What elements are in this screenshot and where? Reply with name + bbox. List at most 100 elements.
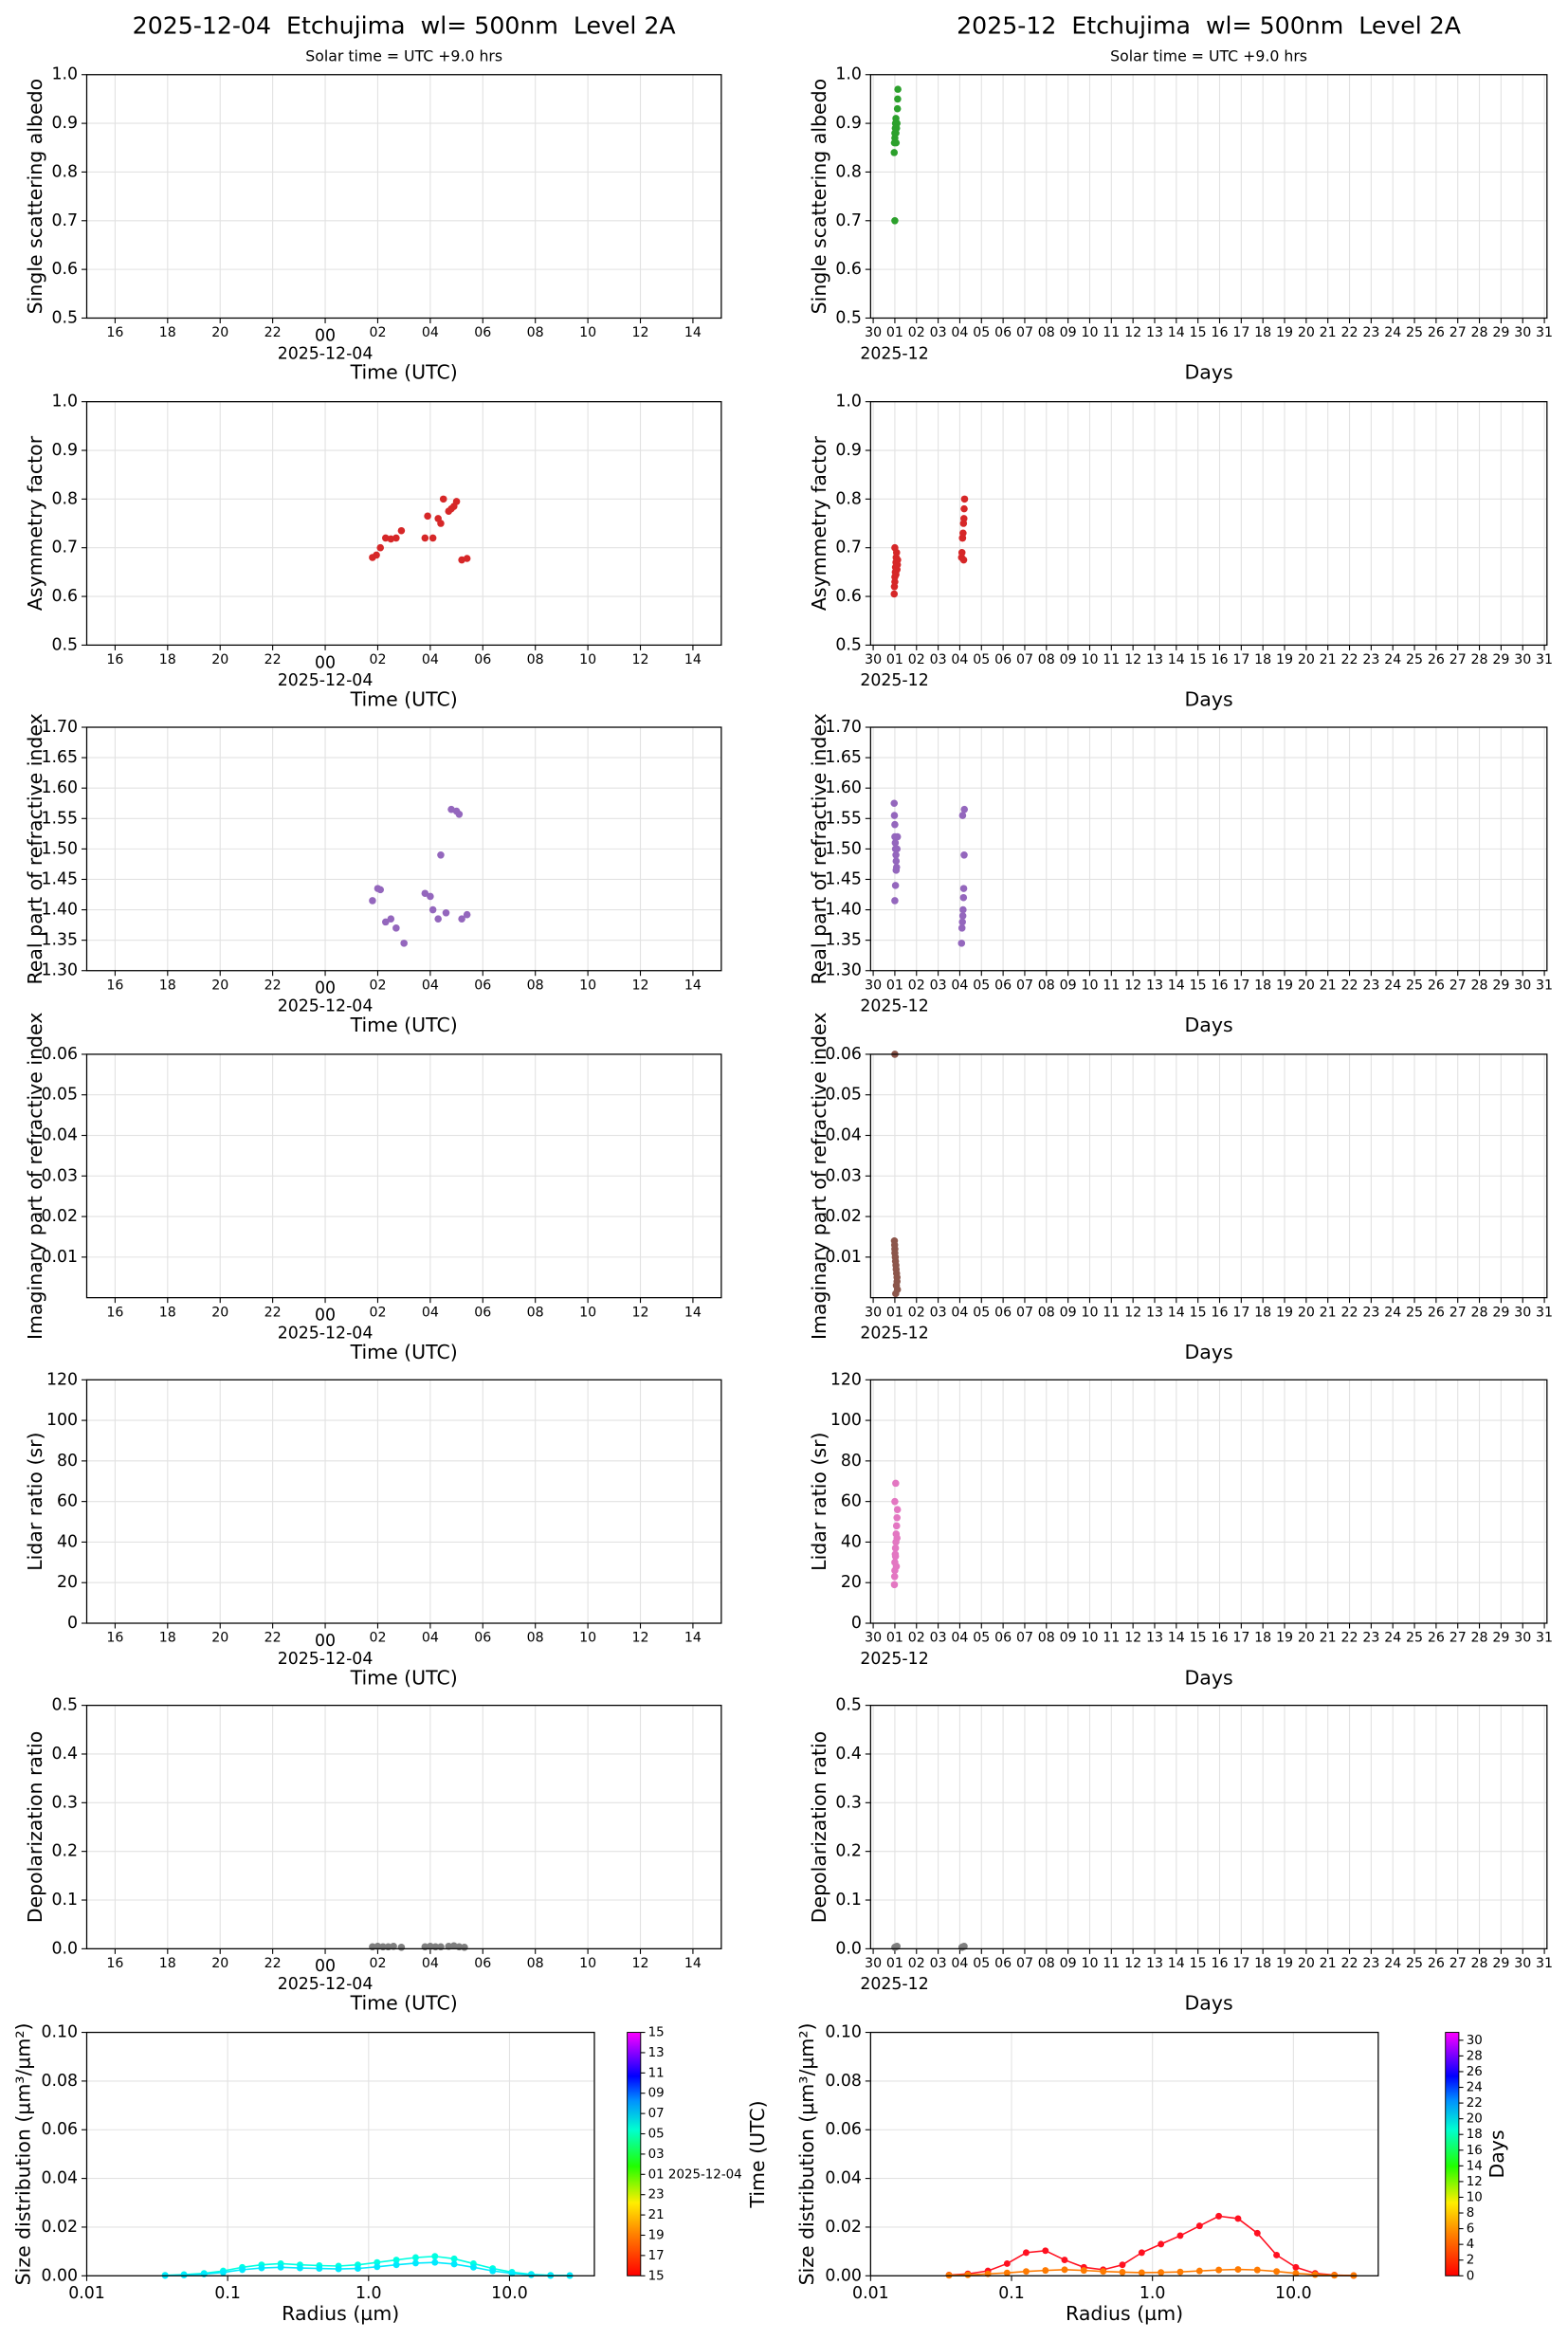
x-tick-label: 19 <box>1276 1956 1293 1971</box>
size-point <box>1080 2267 1087 2275</box>
x-tick-label: 29 <box>1492 1631 1509 1646</box>
size-point <box>1215 2212 1223 2220</box>
data-point <box>959 893 968 902</box>
x-date-label: 2025-12-04 <box>278 1324 374 1343</box>
x-tick-label: 10 <box>1081 325 1098 340</box>
x-tick-label: 05 <box>973 1956 990 1971</box>
data-point <box>960 851 968 859</box>
x-tick-label: 09 <box>1060 1305 1077 1320</box>
x-axis-label: Radius (µm) <box>1066 2302 1183 2325</box>
data-point <box>893 1513 901 1522</box>
size-point <box>1195 2267 1203 2275</box>
y-tick-label: 1.35 <box>825 931 862 950</box>
data-point <box>958 912 967 920</box>
size-point <box>258 2264 265 2272</box>
x-tick-label: 13 <box>1146 1305 1163 1320</box>
x-date-label: 2025-12-04 <box>278 344 374 363</box>
y-tick-label: 1.65 <box>825 748 862 767</box>
x-tick-label: 29 <box>1492 325 1509 340</box>
data-point <box>891 897 899 905</box>
y-tick-label: 0.8 <box>51 162 78 181</box>
y-axis-label: Single scattering albedo <box>24 79 46 314</box>
colorbar-tick-label: 2 <box>1467 2254 1475 2268</box>
x-tick-label: 01 <box>886 1305 903 1320</box>
y-tick-label: 0.8 <box>835 489 862 508</box>
x-tick-label: 13 <box>1146 652 1163 667</box>
data-point <box>893 1273 901 1282</box>
size-line <box>165 2261 571 2276</box>
x-tick-label: 0.01 <box>68 2284 105 2303</box>
x-tick-label: 14 <box>684 325 702 340</box>
x-tick-label: 08 <box>1038 1956 1055 1971</box>
x-tick-label: 18 <box>1254 1305 1271 1320</box>
data-point <box>891 1552 900 1561</box>
x-tick-label: 08 <box>527 1956 544 1971</box>
y-tick-label: 1.40 <box>41 901 78 920</box>
size-point <box>1042 2267 1049 2275</box>
x-date-label: 2025-12 <box>860 671 928 690</box>
size-point <box>1158 2240 1165 2248</box>
y-tick-label: 40 <box>841 1532 862 1551</box>
x-tick-label: 14 <box>1168 978 1185 993</box>
colorbar-tick-label: 18 <box>1467 2128 1483 2142</box>
x-tick-label: 31 <box>1536 1631 1553 1646</box>
x-tick-label: 12 <box>1124 325 1141 340</box>
x-tick-label: 16 <box>1211 1631 1228 1646</box>
x-tick-label: 06 <box>994 652 1012 667</box>
x-tick-label: 16 <box>106 325 123 340</box>
data-point <box>959 905 967 914</box>
x-tick-label: 19 <box>1276 325 1293 340</box>
x-tick-label: 0.01 <box>852 2284 889 2303</box>
x-tick-label: 07 <box>1016 1305 1033 1320</box>
x-tick-label: 20 <box>1298 1305 1315 1320</box>
x-tick-label: 02 <box>908 325 925 340</box>
x-tick-label: 05 <box>973 978 990 993</box>
size-point <box>296 2264 303 2272</box>
x-tick-label: 06 <box>474 652 491 667</box>
x-tick-label: 23 <box>1362 1956 1379 1971</box>
axes-frame <box>85 74 722 320</box>
x-tick-label: 30 <box>865 652 882 667</box>
data-point <box>958 812 967 819</box>
x-tick-label: 25 <box>1406 1305 1423 1320</box>
x-tick-label: 11 <box>1103 978 1120 993</box>
x-tick-label: 18 <box>159 652 176 667</box>
x-tick-label: 10 <box>1081 1956 1098 1971</box>
x-tick-label: 21 <box>1320 652 1337 667</box>
x-tick-label: 12 <box>1124 978 1141 993</box>
x-tick-label: 12 <box>1124 1305 1141 1320</box>
x-tick-label: 23 <box>1362 1631 1379 1646</box>
x-tick-label: 04 <box>951 1305 968 1320</box>
x-tick-label: 19 <box>1276 652 1293 667</box>
x-tick-label: 1.0 <box>1140 2284 1166 2303</box>
y-tick-label: 1.50 <box>41 839 78 858</box>
x-tick-label: 1.0 <box>356 2284 382 2303</box>
x-tick-label: 23 <box>1362 1305 1379 1320</box>
colorbar-tick-label: 07 <box>648 2107 665 2121</box>
x-tick-label: 30 <box>1514 1305 1531 1320</box>
x-tick-label: 12 <box>632 325 649 340</box>
data-point <box>392 534 400 542</box>
x-tick-label: 30 <box>865 978 882 993</box>
y-axis-label: Lidar ratio (sr) <box>24 1432 46 1570</box>
y-tick-label: 0.6 <box>51 260 78 279</box>
data-point <box>463 910 471 919</box>
x-tick-label: 30 <box>865 1631 882 1646</box>
size-point <box>469 2263 477 2271</box>
size-point <box>1292 2270 1300 2277</box>
y-tick-label: 0.7 <box>835 539 862 558</box>
axes-frame <box>85 1053 722 1299</box>
colorbar-tick-label: 8 <box>1467 2206 1475 2221</box>
data-point <box>442 908 450 917</box>
y-tick-label: 0.1 <box>835 1891 862 1910</box>
axes-frame <box>869 1705 1548 1949</box>
x-date-label: 2025-12-04 <box>278 1650 374 1669</box>
size-point <box>489 2267 497 2275</box>
size-point <box>1119 2268 1126 2276</box>
x-tick-label: 25 <box>1406 652 1423 667</box>
y-tick-label: 1.60 <box>41 778 78 797</box>
x-tick-label: 04 <box>422 652 439 667</box>
x-tick-label: 22 <box>1341 1305 1358 1320</box>
x-tick-label: 29 <box>1492 1305 1509 1320</box>
x-tick-label: 18 <box>159 1956 176 1971</box>
